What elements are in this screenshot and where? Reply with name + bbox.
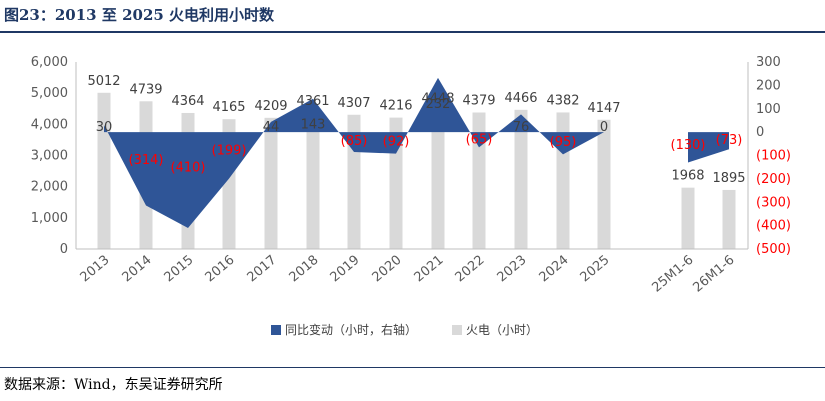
category-label-2020: 2020 xyxy=(370,253,405,286)
bar-value-label: 4209 xyxy=(254,99,287,114)
category-label-2014: 2014 xyxy=(120,253,155,286)
left-tick-label: 3,000 xyxy=(31,149,68,164)
bar-25M1-6 xyxy=(681,187,695,249)
left-tick-label: 2,000 xyxy=(31,180,68,195)
bar-value-label: 4379 xyxy=(462,94,495,109)
yoy-value-label: 44 xyxy=(263,120,280,135)
thermal-power-hours-chart: 0 1,000 2,000 3,000 4,000 5,000 6,000 (500) (400… xyxy=(31,55,791,337)
bar-value-label: 4448 xyxy=(421,91,454,106)
bar-value-label: 4165 xyxy=(212,100,245,115)
left-tick-label: 0 xyxy=(60,242,68,257)
category-label-2021: 2021 xyxy=(412,253,447,286)
category-label-2015: 2015 xyxy=(162,253,197,286)
yoy-value-label: (314) xyxy=(129,153,164,168)
category-label-2019: 2019 xyxy=(328,253,363,286)
bar-value-label: 1895 xyxy=(712,171,745,186)
category-label-2023: 2023 xyxy=(495,253,530,286)
bar-value-label: 4466 xyxy=(504,91,537,106)
category-label-2013: 2013 xyxy=(78,253,113,286)
yoy-value-label: 0 xyxy=(600,120,608,135)
yoy-area-segment-2 xyxy=(688,132,729,163)
yoy-value-label: 143 xyxy=(301,118,326,133)
bar-value-label: 1968 xyxy=(671,169,704,184)
right-tick-label: (100) xyxy=(756,149,791,164)
left-tick-label: 5,000 xyxy=(31,86,68,101)
source-note: 数据来源：Wind，东吴证券研究所 xyxy=(4,377,223,393)
bar-value-label: 4361 xyxy=(296,94,329,109)
bar-value-label: 4307 xyxy=(337,96,370,111)
bar-value-label: 4216 xyxy=(379,99,412,114)
label-layer: 5012 4739 4364 4165 4209 4361 4307 4216 4448 4379… xyxy=(87,74,745,186)
right-tick-label: 200 xyxy=(756,78,781,93)
bar-2021 xyxy=(431,110,445,249)
yoy-value-label: (92) xyxy=(383,135,410,150)
title-divider xyxy=(0,31,825,33)
right-tick-label: 100 xyxy=(756,102,781,117)
right-tick-label: 0 xyxy=(756,125,764,140)
footer-divider xyxy=(0,367,825,368)
legend-label-yoy: 同比变动（小时，右轴） xyxy=(285,322,417,337)
yoy-area-segment-1 xyxy=(104,77,604,228)
yoy-value-label: (73) xyxy=(716,133,743,148)
category-label-25M1-6: 25M1-6 xyxy=(649,253,696,296)
category-label-26M1-6: 26M1-6 xyxy=(690,253,737,296)
bar-2023 xyxy=(514,109,528,250)
bar-value-label: 4364 xyxy=(171,94,204,109)
category-label-2017: 2017 xyxy=(245,253,280,286)
yoy-value-label: 76 xyxy=(513,120,530,135)
right-tick-label: (200) xyxy=(756,172,791,187)
yoy-value-label: (199) xyxy=(212,143,247,158)
yoy-value-label: (95) xyxy=(550,135,577,150)
right-tick-label: (400) xyxy=(756,219,791,234)
category-label-2018: 2018 xyxy=(287,253,322,286)
bar-value-label: 4382 xyxy=(546,93,579,108)
yoy-value-label: (85) xyxy=(341,134,368,149)
legend-label-hours: 火电（小时） xyxy=(466,323,538,337)
left-tick-label: 6,000 xyxy=(31,55,68,70)
yoy-value-label: 232 xyxy=(426,97,451,112)
bars-layer xyxy=(97,92,736,250)
bar-2025 xyxy=(597,119,611,249)
yoy-value-label: (130) xyxy=(671,138,706,153)
category-label-2016: 2016 xyxy=(203,253,238,286)
category-label-2024: 2024 xyxy=(537,253,572,286)
legend: 同比变动（小时，右轴） 火电（小时） xyxy=(271,322,538,337)
bar-2017 xyxy=(264,117,278,249)
bar-2018 xyxy=(306,113,320,249)
bar-value-label: 4739 xyxy=(129,82,162,97)
figure-title: 图23：2013 至 2025 火电利用小时数 xyxy=(4,6,275,24)
bar-value-label: 4147 xyxy=(587,101,620,116)
right-tick-label: (300) xyxy=(756,195,791,210)
right-tick-label: (500) xyxy=(756,242,791,257)
legend-swatch-yoy xyxy=(271,325,281,335)
category-label-2022: 2022 xyxy=(453,253,488,286)
category-label-2025: 2025 xyxy=(578,253,613,286)
yoy-value-label: 30 xyxy=(96,120,113,135)
bar-2022 xyxy=(472,112,486,249)
left-tick-label: 1,000 xyxy=(31,211,68,226)
bar-26M1-6 xyxy=(722,189,736,249)
bar-value-label: 5012 xyxy=(87,74,120,89)
yoy-value-label: (65) xyxy=(466,132,493,147)
legend-swatch-hours xyxy=(452,325,462,335)
area-layer xyxy=(104,77,729,228)
bar-2013 xyxy=(97,92,111,249)
left-tick-label: 4,000 xyxy=(31,117,68,132)
right-tick-label: 300 xyxy=(756,55,781,70)
yoy-value-label: (410) xyxy=(171,161,206,176)
